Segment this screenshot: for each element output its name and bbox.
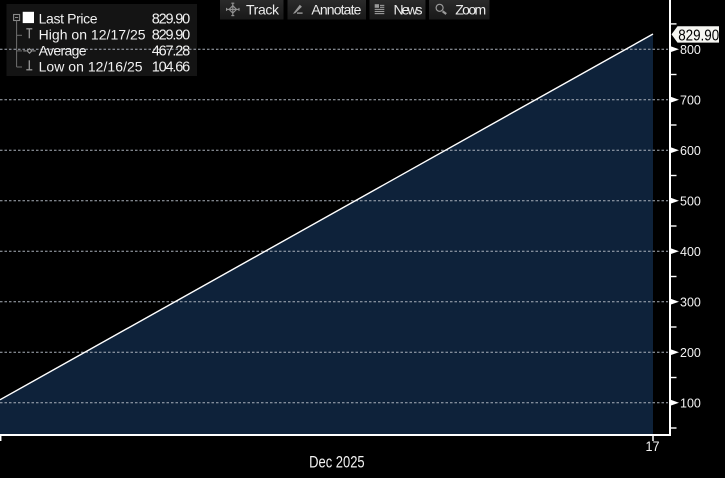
svg-text:500: 500	[680, 194, 701, 208]
svg-text:829.90: 829.90	[152, 12, 191, 28]
svg-text:Last Price: Last Price	[39, 11, 98, 27]
svg-text:100: 100	[680, 396, 701, 410]
svg-text:829.90: 829.90	[678, 28, 719, 45]
svg-text:200: 200	[680, 346, 701, 360]
svg-text:Average: Average	[39, 43, 87, 59]
svg-text:Zoom: Zoom	[455, 2, 486, 18]
svg-text:467.28: 467.28	[152, 44, 191, 60]
svg-text:News: News	[394, 2, 423, 18]
svg-text:Annotate: Annotate	[311, 2, 361, 18]
svg-text:700: 700	[680, 93, 701, 107]
svg-text:600: 600	[680, 144, 701, 158]
svg-text:829.90: 829.90	[152, 28, 191, 44]
svg-text:800: 800	[680, 43, 701, 57]
svg-text:300: 300	[680, 295, 701, 309]
svg-text:Low on 12/16/25: Low on 12/16/25	[39, 58, 143, 74]
svg-text:104.66: 104.66	[152, 59, 191, 75]
svg-text:400: 400	[680, 245, 701, 259]
svg-text:Dec 2025: Dec 2025	[309, 453, 365, 471]
svg-text:17: 17	[646, 438, 660, 454]
svg-text:Track: Track	[246, 2, 280, 18]
svg-text:High on 12/17/25: High on 12/17/25	[39, 27, 146, 43]
